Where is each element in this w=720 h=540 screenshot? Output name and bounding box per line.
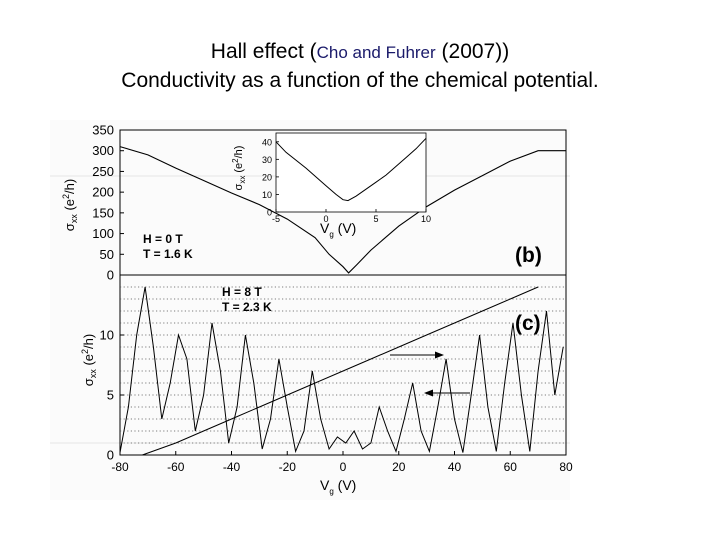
slide-subtitle: Conductivity as a function of the chemic… — [121, 69, 599, 92]
inset-y-tick-label: 20 — [262, 172, 272, 182]
inset-y-tick-label: 30 — [262, 155, 272, 165]
panel-c-param-t: T = 2.3 K — [222, 300, 272, 314]
panel-b-tick-label: 0 — [107, 268, 114, 283]
x-tick-label: -20 — [279, 460, 297, 474]
panel-b-tick-label: 300 — [92, 143, 114, 158]
x-tick-label: 20 — [392, 460, 406, 474]
panel-c-hall-staircase — [142, 286, 539, 456]
x-tick-label: 80 — [559, 460, 573, 474]
panel-b-param-t: T = 1.6 K — [143, 247, 193, 261]
slide-title: Hall effect (Cho and Fuhrer (2007)) Cond… — [0, 38, 720, 95]
inset-x-tick-label: 0 — [323, 214, 328, 224]
inset-frame — [275, 132, 427, 213]
inset-y-tick-label: 10 — [262, 190, 272, 200]
x-tick-label: -40 — [223, 460, 241, 474]
inset-y-tick-label: 0 — [267, 208, 272, 218]
panel-b-tick-label: 350 — [92, 123, 114, 138]
inset-x-tick-label: 5 — [373, 214, 378, 224]
panel-c-tick-label: 5 — [107, 388, 114, 403]
x-tick-label: -60 — [167, 460, 185, 474]
panel-b-ylabel: σxx (e2/h) — [61, 179, 79, 231]
panel-c-label: (c) — [515, 312, 541, 335]
panel-b-tick-label: 250 — [92, 164, 114, 179]
panel-c-tick-label: 10 — [100, 328, 114, 343]
inset-x-tick-label: 10 — [421, 214, 431, 224]
x-tick-label: 40 — [448, 460, 462, 474]
x-tick-label: 0 — [340, 460, 347, 474]
panel-b-tick-label: 50 — [100, 247, 114, 262]
panel-c-dotted-grid — [120, 286, 566, 444]
panel-b-y-ticks: 0 50 100 150 200 250 300 350 — [92, 123, 124, 283]
inset-x-tick-label: -5 — [272, 214, 280, 224]
x-tick-label: 60 — [504, 460, 518, 474]
panel-b-conductivity-line — [119, 146, 566, 274]
sweep-arrow-right — [390, 351, 444, 359]
title-year: (2007)) — [435, 40, 510, 63]
panel-b-param-h: H = 0 T — [143, 232, 183, 246]
inset-xlabel: Vg (V) — [320, 220, 356, 239]
panel-b-tick-label: 100 — [92, 226, 114, 241]
panel-c-tick-label: 0 — [107, 448, 114, 463]
panel-c-ylabel: σxx (e2/h) — [80, 334, 98, 386]
panel-c-oscillation-line — [119, 286, 564, 454]
slide-title-line1: Hall effect (Cho and Fuhrer (2007)) — [0, 38, 720, 67]
title-prefix: Hall effect ( — [210, 40, 317, 63]
inset-ylabel: σxx (e2/h) — [231, 146, 247, 191]
sweep-arrow-left — [424, 389, 470, 397]
panel-c-param-h: H = 8 T — [222, 285, 262, 299]
x-axis-label: Vg (V) — [320, 477, 356, 496]
inset-y-tick-label: 40 — [262, 137, 272, 147]
inset-conductivity-line — [275, 137, 427, 202]
x-axis-ticks: -80 -60 -40 -20 0 20 40 60 80 — [111, 451, 573, 474]
panel-b-tick-label: 200 — [92, 185, 114, 200]
title-citation: Cho and Fuhrer — [316, 43, 436, 62]
panel-b-label: (b) — [515, 244, 542, 267]
x-tick-label: -80 — [111, 460, 129, 474]
panel-c-y-ticks: 0 5 10 — [100, 328, 124, 463]
panel-b-tick-label: 150 — [92, 205, 114, 220]
